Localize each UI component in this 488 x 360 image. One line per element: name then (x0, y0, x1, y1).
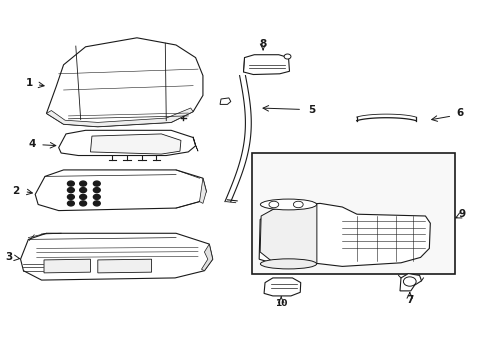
Polygon shape (199, 178, 206, 203)
Circle shape (284, 54, 290, 59)
Polygon shape (243, 55, 289, 75)
Polygon shape (264, 278, 300, 296)
Circle shape (80, 194, 86, 199)
Circle shape (93, 188, 100, 193)
Text: 5: 5 (308, 105, 315, 115)
Circle shape (80, 181, 86, 186)
Circle shape (67, 188, 74, 193)
Polygon shape (46, 38, 203, 127)
Text: 1: 1 (26, 78, 33, 88)
Text: 9: 9 (458, 209, 465, 219)
Bar (251, 153, 454, 274)
Polygon shape (220, 98, 230, 104)
Polygon shape (259, 203, 429, 266)
Polygon shape (98, 259, 151, 273)
Text: 10: 10 (274, 299, 287, 307)
Ellipse shape (260, 259, 316, 269)
Circle shape (93, 181, 100, 186)
Text: 3: 3 (5, 252, 12, 262)
Polygon shape (20, 233, 212, 280)
Polygon shape (59, 130, 195, 156)
Polygon shape (90, 134, 181, 154)
Text: 6: 6 (455, 108, 462, 118)
Ellipse shape (260, 199, 316, 210)
Polygon shape (399, 274, 421, 291)
Circle shape (93, 201, 100, 206)
Polygon shape (193, 137, 198, 151)
Polygon shape (35, 170, 206, 211)
Circle shape (67, 194, 74, 199)
Circle shape (80, 201, 86, 206)
Circle shape (80, 188, 86, 193)
Circle shape (67, 181, 74, 186)
Ellipse shape (268, 201, 278, 208)
Text: 7: 7 (405, 294, 413, 305)
Text: 2: 2 (12, 186, 19, 196)
Circle shape (93, 194, 100, 199)
Polygon shape (260, 203, 316, 265)
Circle shape (67, 201, 74, 206)
Polygon shape (44, 259, 90, 273)
Text: 8: 8 (259, 39, 266, 49)
Polygon shape (46, 108, 193, 127)
Ellipse shape (293, 201, 303, 208)
Polygon shape (201, 244, 212, 271)
Text: 4: 4 (28, 139, 36, 149)
